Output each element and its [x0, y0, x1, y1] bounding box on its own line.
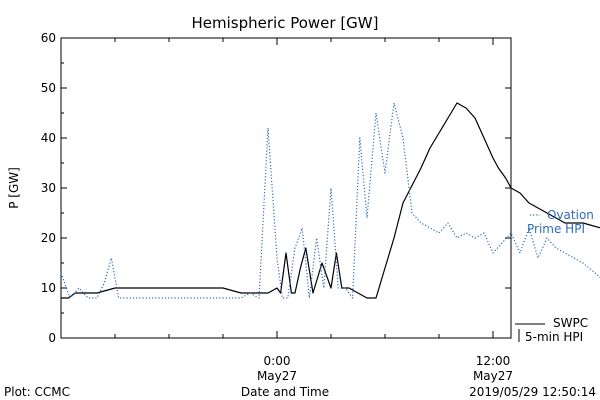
x-tick-date-label: May27: [473, 369, 513, 383]
data-series: [60, 102, 600, 299]
x-tick-time-label: 12:00: [476, 354, 511, 368]
plot-area-frame: [60, 37, 512, 339]
legend-ovation-label-line1: Ovation: [547, 208, 594, 222]
y-tick-label: 50: [41, 81, 56, 95]
y-tick-label: 0: [48, 331, 56, 345]
y-tick-label: 10: [41, 281, 56, 295]
x-axis-label: Date and Time: [241, 385, 329, 399]
x-axis-ticks: 0:00May2712:00May270:00May2812:00May280:…: [60, 38, 513, 383]
x-tick-date-label: May27: [257, 369, 297, 383]
y-tick-label: 40: [41, 131, 56, 145]
y-tick-label: 60: [41, 31, 56, 45]
y-axis-label: P [GW]: [7, 167, 21, 209]
y-tick-label: 20: [41, 231, 56, 245]
legend-swpc-label-line1: SWPC: [553, 316, 588, 330]
swpc-series-line: [61, 102, 600, 299]
plot-credit: Plot: CCMC: [4, 385, 70, 399]
chart-title: Hemispheric Power [GW]: [192, 14, 379, 32]
plot-timestamp: 2019/05/29 12:50:14: [469, 385, 596, 399]
ovation-prime-series-line: [60, 102, 600, 299]
y-tick-label: 30: [41, 181, 56, 195]
x-tick-time-label: 0:00: [264, 354, 291, 368]
y-axis-ticks: 0 10 20 30 40 50 60: [41, 31, 511, 345]
legend-ovation-label-line2: Prime HPI: [527, 222, 585, 236]
legend-swpc-label-line2: 5-min HPI: [525, 330, 583, 344]
